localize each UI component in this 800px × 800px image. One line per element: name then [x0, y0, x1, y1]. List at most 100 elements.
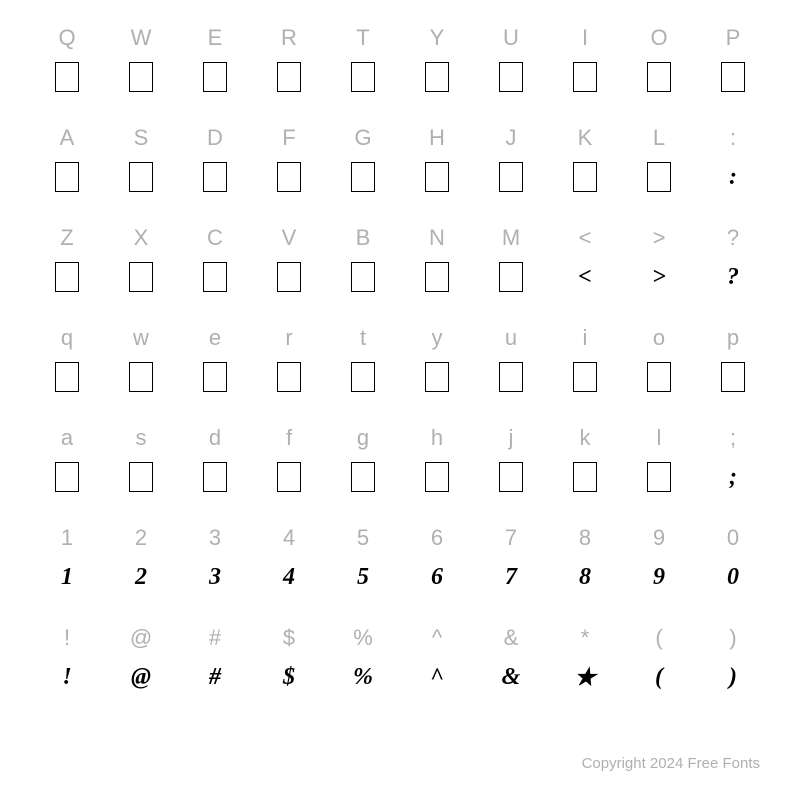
glyph-char: @ [131, 662, 151, 692]
missing-glyph-box [129, 462, 153, 492]
glyph-char: ^ [430, 662, 444, 692]
char-label: ? [727, 220, 739, 256]
char-label: < [579, 220, 592, 256]
missing-glyph-box [277, 262, 301, 292]
char-label: 1 [61, 520, 73, 556]
missing-glyph-box [647, 362, 671, 392]
char-cell: D [178, 120, 252, 220]
char-label: y [432, 320, 443, 356]
char-label: > [653, 220, 666, 256]
missing-glyph-box [499, 162, 523, 192]
char-cell: $$ [252, 620, 326, 720]
char-cell: w [104, 320, 178, 420]
glyph-char: 5 [357, 562, 369, 592]
glyph-char: ) [729, 662, 737, 692]
missing-glyph-box [55, 262, 79, 292]
char-label: : [730, 120, 736, 156]
char-label: 5 [357, 520, 369, 556]
char-cell: e [178, 320, 252, 420]
char-label: 7 [505, 520, 517, 556]
char-cell: P [696, 20, 770, 120]
missing-glyph-box [721, 362, 745, 392]
char-label: Q [58, 20, 75, 56]
char-label: l [657, 420, 662, 456]
char-cell: I [548, 20, 622, 120]
missing-glyph-box [277, 162, 301, 192]
char-cell: p [696, 320, 770, 420]
glyph-char: 3 [209, 562, 221, 592]
glyph-char: ! [62, 662, 71, 692]
char-cell: 66 [400, 520, 474, 620]
char-cell: && [474, 620, 548, 720]
missing-glyph-box [351, 162, 375, 192]
char-label: F [282, 120, 295, 156]
char-cell: 44 [252, 520, 326, 620]
missing-glyph-box [573, 62, 597, 92]
char-cell: s [104, 420, 178, 520]
glyph-char: ( [655, 662, 663, 692]
char-label: ^ [432, 620, 442, 656]
missing-glyph-box [55, 362, 79, 392]
char-cell: N [400, 220, 474, 320]
char-cell: 55 [326, 520, 400, 620]
char-cell: U [474, 20, 548, 120]
char-label: Z [60, 220, 73, 256]
char-label: 0 [727, 520, 739, 556]
char-label: R [281, 20, 297, 56]
char-label: * [581, 620, 590, 656]
char-cell: 88 [548, 520, 622, 620]
char-label: e [209, 320, 221, 356]
char-label: A [60, 120, 75, 156]
char-cell: M [474, 220, 548, 320]
missing-glyph-box [499, 62, 523, 92]
missing-glyph-box [203, 162, 227, 192]
char-label: U [503, 20, 519, 56]
char-label: k [580, 420, 591, 456]
char-label: E [208, 20, 223, 56]
char-cell: Y [400, 20, 474, 120]
char-cell: A [30, 120, 104, 220]
char-label: s [136, 420, 147, 456]
char-cell: :: [696, 120, 770, 220]
copyright-footer: Copyright 2024 Free Fonts [582, 755, 760, 772]
char-cell: 99 [622, 520, 696, 620]
glyph-char: 1 [61, 562, 73, 592]
char-cell: d [178, 420, 252, 520]
glyph-char: 4 [283, 562, 295, 592]
glyph-char: 6 [431, 562, 443, 592]
char-label: I [582, 20, 588, 56]
char-label: g [357, 420, 369, 456]
char-cell: 00 [696, 520, 770, 620]
missing-glyph-box [499, 262, 523, 292]
char-label: T [356, 20, 369, 56]
missing-glyph-box [203, 462, 227, 492]
missing-glyph-box [351, 62, 375, 92]
char-cell: K [548, 120, 622, 220]
missing-glyph-box [425, 362, 449, 392]
char-label: 9 [653, 520, 665, 556]
char-cell: ## [178, 620, 252, 720]
char-label: N [429, 220, 445, 256]
char-label: r [285, 320, 292, 356]
glyph-char: ★ [574, 662, 596, 692]
char-cell: ;; [696, 420, 770, 520]
char-cell: J [474, 120, 548, 220]
char-cell: a [30, 420, 104, 520]
missing-glyph-box [647, 162, 671, 192]
missing-glyph-box [129, 262, 153, 292]
char-label: h [431, 420, 443, 456]
missing-glyph-box [721, 62, 745, 92]
char-cell: *★ [548, 620, 622, 720]
char-cell: S [104, 120, 178, 220]
char-label: H [429, 120, 445, 156]
char-cell: )) [696, 620, 770, 720]
char-label: L [653, 120, 665, 156]
char-cell: (( [622, 620, 696, 720]
char-cell: i [548, 320, 622, 420]
glyph-char: > [652, 262, 666, 292]
char-label: @ [130, 620, 152, 656]
char-label: t [360, 320, 366, 356]
char-cell: Z [30, 220, 104, 320]
char-cell: q [30, 320, 104, 420]
char-cell: h [400, 420, 474, 520]
